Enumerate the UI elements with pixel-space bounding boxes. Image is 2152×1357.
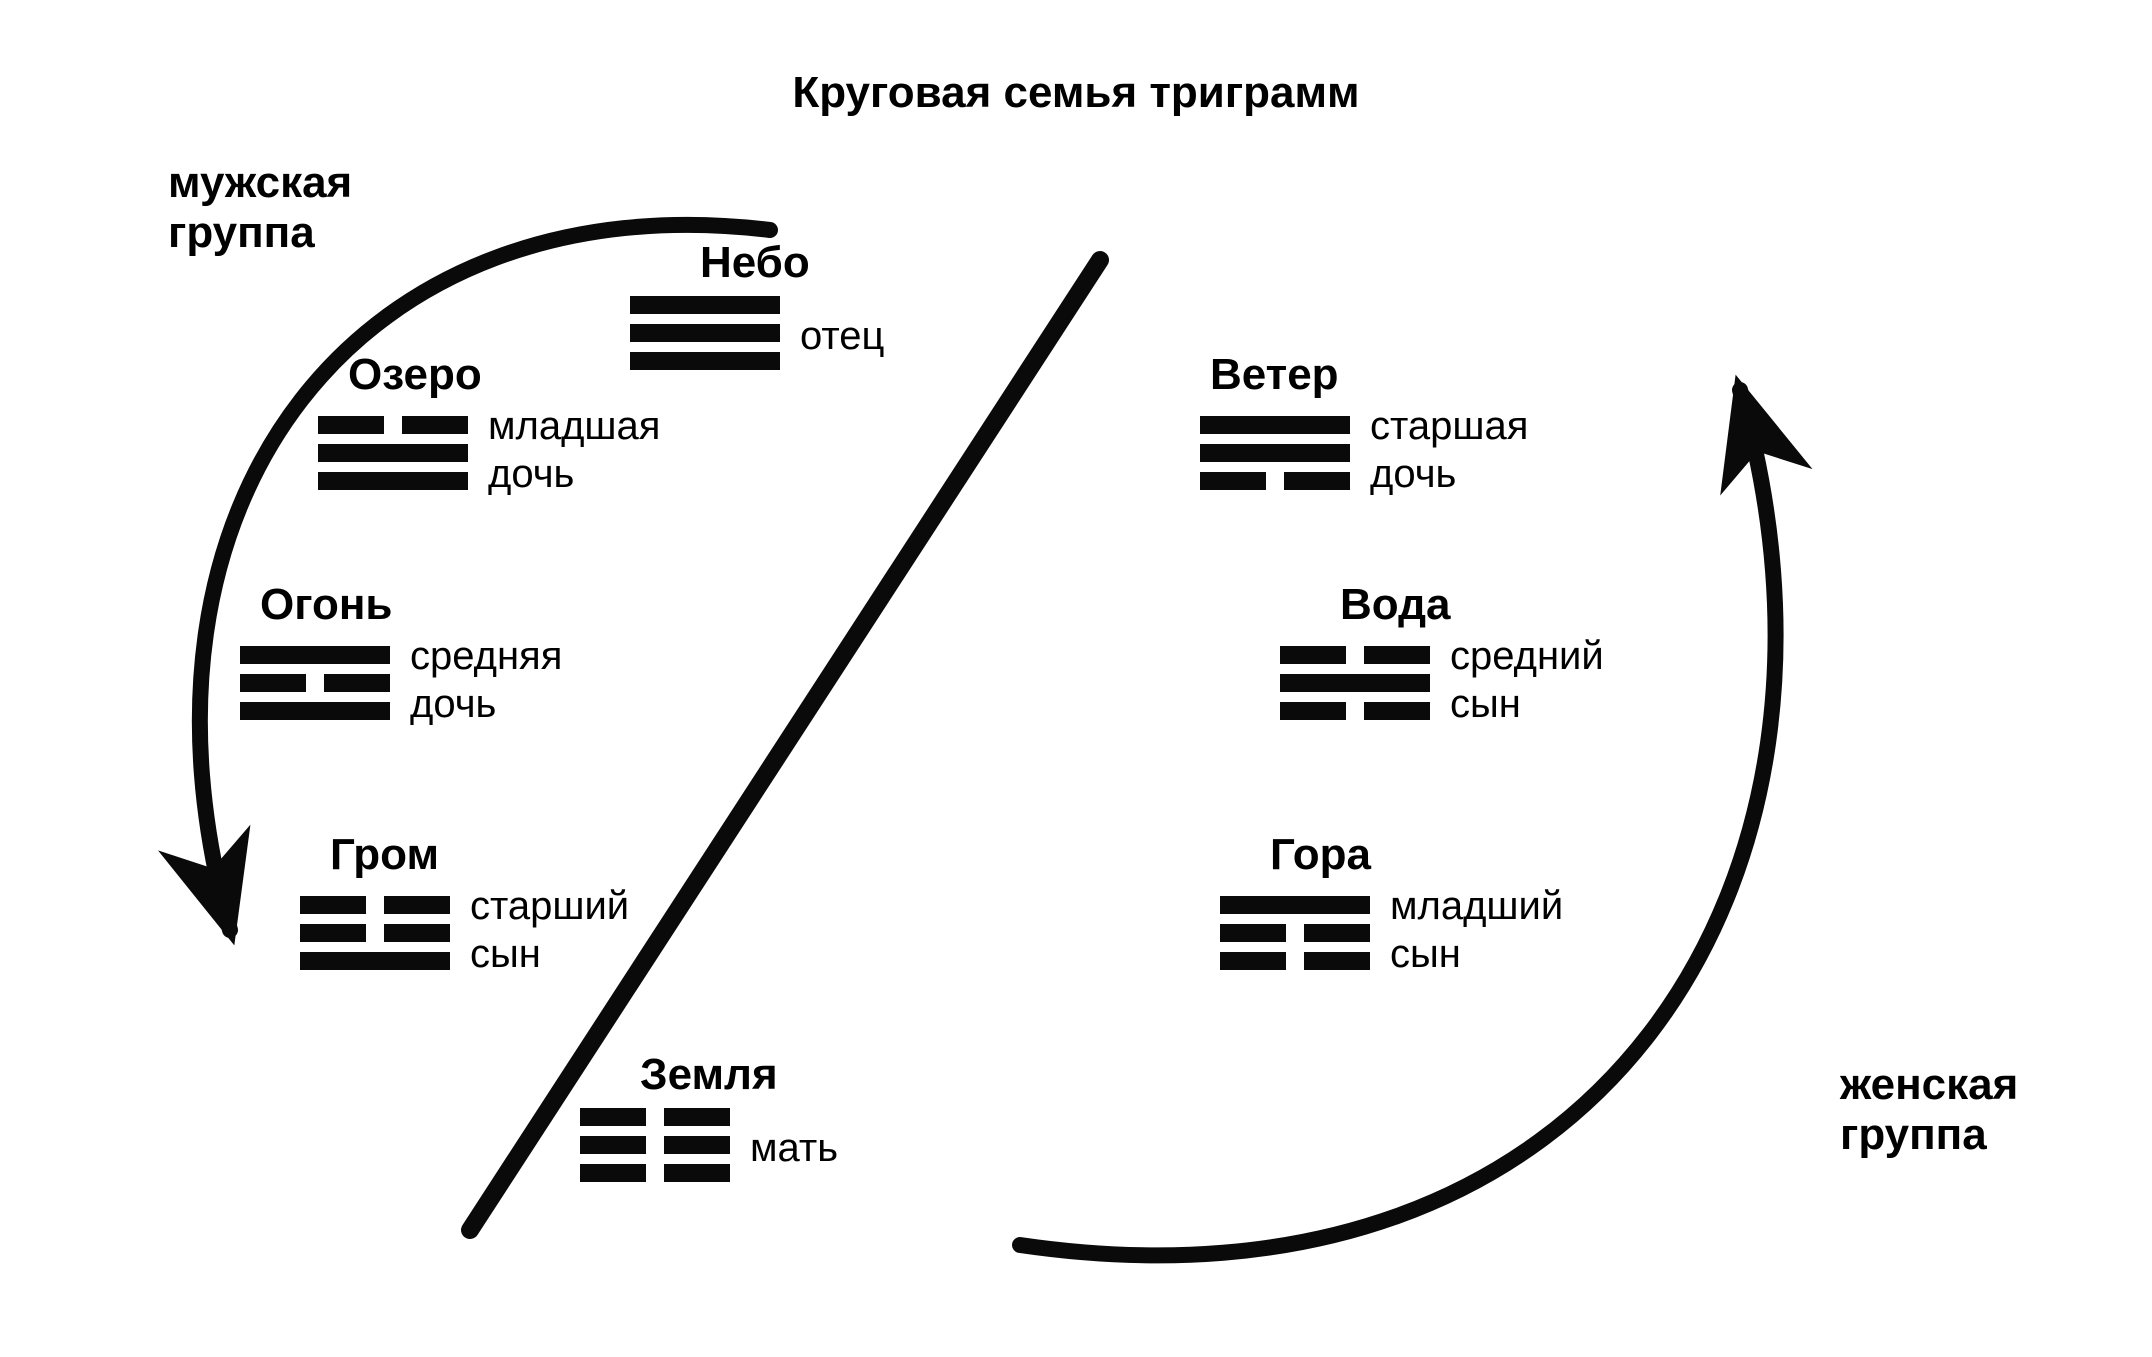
trigram-wind: Ветерстаршаядочь: [1200, 350, 1528, 498]
trigram-earth-name: Земля: [640, 1050, 838, 1100]
trigram-earth-role: мать: [750, 1124, 838, 1172]
trigram-earth: Земля мать: [580, 1050, 838, 1182]
trigram-mountain-name: Гора: [1270, 830, 1563, 880]
trigram-heaven: Небо отец: [630, 238, 884, 370]
trigram-thunder-role: старшийсын: [470, 882, 629, 978]
trigram-lake-symbol: [318, 416, 468, 490]
trigram-mountain: Горамладшийсын: [1220, 830, 1563, 978]
trigram-wind-role: старшаядочь: [1370, 402, 1528, 498]
trigram-mountain-role: младшийсын: [1390, 882, 1563, 978]
trigram-water-role: среднийсын: [1450, 632, 1604, 728]
trigram-wind-name: Ветер: [1210, 350, 1528, 400]
trigram-thunder-name: Гром: [330, 830, 629, 880]
trigram-water-symbol: [1280, 646, 1430, 720]
trigram-fire-name: Огонь: [260, 580, 562, 630]
trigram-heaven-name: Небо: [700, 238, 884, 288]
trigram-thunder: Громстаршийсын: [300, 830, 629, 978]
trigram-water: Водасреднийсын: [1280, 580, 1604, 728]
trigram-fire-symbol: [240, 646, 390, 720]
trigram-earth-symbol: [580, 1108, 730, 1182]
trigram-fire-role: средняядочь: [410, 632, 562, 728]
trigram-heaven-role: отец: [800, 312, 884, 360]
trigram-water-name: Вода: [1340, 580, 1604, 630]
trigram-lake-role: младшаядочь: [488, 402, 660, 498]
trigram-fire: Огоньсредняядочь: [240, 580, 562, 728]
trigram-wind-symbol: [1200, 416, 1350, 490]
trigram-lake: Озеромладшаядочь: [318, 350, 660, 498]
trigram-mountain-symbol: [1220, 896, 1370, 970]
trigram-thunder-symbol: [300, 896, 450, 970]
trigram-lake-name: Озеро: [348, 350, 660, 400]
